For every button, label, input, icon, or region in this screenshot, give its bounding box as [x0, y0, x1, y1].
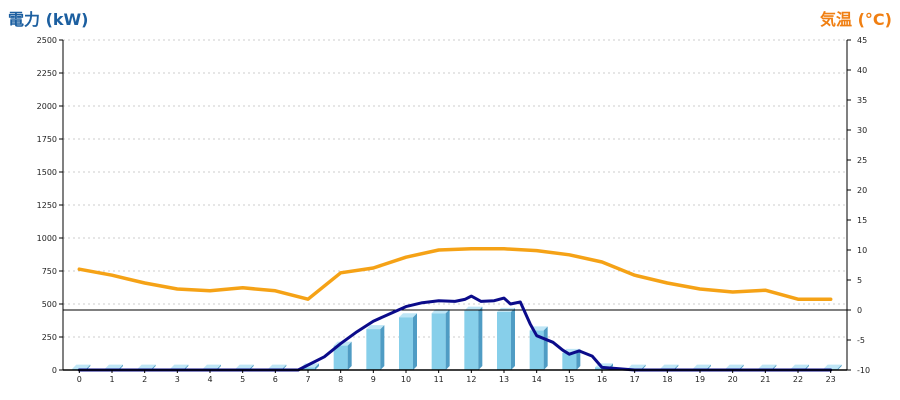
bar-front: [529, 330, 544, 370]
right-tick-label: 35: [857, 96, 867, 105]
bar-side: [315, 363, 319, 370]
x-tick-label: 13: [499, 375, 509, 384]
bar-top: [399, 313, 417, 318]
x-tick-label: 20: [728, 375, 738, 384]
left-tick-label: 1500: [37, 168, 57, 177]
x-tick-label: 1: [109, 375, 114, 384]
left-tick-label: 250: [42, 333, 57, 342]
x-tick-label: 5: [240, 375, 245, 384]
bar-side: [837, 364, 842, 370]
left-tick-label: 2500: [37, 36, 57, 45]
right-tick-label: -5: [857, 336, 865, 345]
bar-top: [137, 364, 156, 369]
x-tick-label: 3: [175, 375, 180, 384]
bar-front: [431, 313, 446, 370]
x-tick-label: 21: [760, 375, 770, 384]
bar-hour-8: [333, 341, 352, 370]
bar-front: [497, 311, 511, 370]
x-tick-label: 11: [434, 375, 444, 384]
grid-layer: [63, 39, 847, 338]
left-tick-label: 2000: [37, 102, 57, 111]
left-tick-label: 1250: [37, 201, 57, 210]
bar-top: [725, 364, 744, 369]
left-tick-label: 500: [42, 300, 57, 309]
bar-hour-12: [464, 306, 483, 370]
x-tick-label: 6: [273, 375, 278, 384]
x-tick-label: 22: [793, 375, 803, 384]
bar-top: [105, 364, 123, 369]
bar-top: [268, 364, 287, 369]
bar-top: [823, 364, 842, 369]
bar-side: [413, 313, 417, 370]
left-axis-title: 電力 (kW): [8, 10, 89, 29]
bar-top: [203, 364, 221, 369]
right-tick-label: 5: [857, 276, 862, 285]
bar-side: [576, 348, 581, 370]
left-tick-label: 1000: [37, 234, 57, 243]
bar-top: [791, 364, 809, 369]
x-tick-label: 4: [207, 375, 212, 384]
bar-side: [543, 326, 548, 370]
x-tick-label: 18: [662, 375, 672, 384]
bar-top: [72, 364, 91, 369]
x-tick-label: 8: [338, 375, 343, 384]
x-tick-label: 0: [77, 375, 82, 384]
bar-top: [235, 364, 254, 369]
bar-top: [170, 364, 189, 369]
x-tick-label: 23: [826, 375, 836, 384]
x-tick-label: 12: [466, 375, 476, 384]
bar-side: [380, 325, 385, 370]
bar-hour-11: [431, 309, 450, 370]
right-tick-label: 25: [857, 156, 867, 165]
bar-hour-13: [497, 307, 515, 370]
bar-top: [366, 325, 385, 330]
bar-side: [347, 341, 352, 370]
bar-front: [333, 345, 348, 370]
right-tick-label: -10: [857, 366, 870, 375]
x-tick-label: 17: [630, 375, 640, 384]
right-tick-label: 45: [857, 36, 867, 45]
x-tick-label: 15: [564, 375, 574, 384]
right-tick-label: 20: [857, 186, 867, 195]
bar-top: [660, 364, 679, 369]
right-axis-title: 気温 (°C): [820, 10, 892, 29]
x-tick-label: 16: [597, 375, 607, 384]
bar-top: [758, 364, 777, 369]
bars-layer: [72, 306, 842, 370]
axes-layer: 02505007501000125015001750200022502500-1…: [37, 36, 870, 384]
right-tick-label: 40: [857, 66, 867, 75]
left-tick-label: 0: [52, 366, 57, 375]
left-tick-label: 750: [42, 267, 57, 276]
right-tick-label: 0: [857, 306, 862, 315]
x-tick-label: 19: [695, 375, 705, 384]
bar-front: [464, 310, 479, 370]
left-tick-label: 1750: [37, 135, 57, 144]
bar-front: [562, 352, 577, 370]
left-tick-label: 2250: [37, 69, 57, 78]
right-tick-label: 10: [857, 246, 867, 255]
right-tick-label: 15: [857, 216, 867, 225]
x-tick-label: 7: [305, 375, 310, 384]
x-tick-label: 10: [401, 375, 411, 384]
bar-front: [399, 317, 413, 370]
lines-layer: [63, 247, 847, 372]
bar-hour-10: [399, 313, 417, 370]
x-tick-label: 9: [371, 375, 376, 384]
bar-front: [366, 329, 381, 370]
bar-top: [693, 364, 711, 369]
right-tick-label: 30: [857, 126, 867, 135]
temperature-line: [77, 247, 833, 301]
bar-side: [478, 306, 483, 370]
bar-side: [445, 309, 450, 370]
bar-front: [301, 367, 315, 370]
power-line: [77, 294, 833, 372]
x-tick-label: 2: [142, 375, 147, 384]
bar-hour-14: [529, 326, 548, 370]
bar-top: [627, 364, 646, 369]
bar-hour-9: [366, 325, 385, 370]
x-tick-label: 14: [532, 375, 542, 384]
bar-side: [511, 307, 515, 370]
